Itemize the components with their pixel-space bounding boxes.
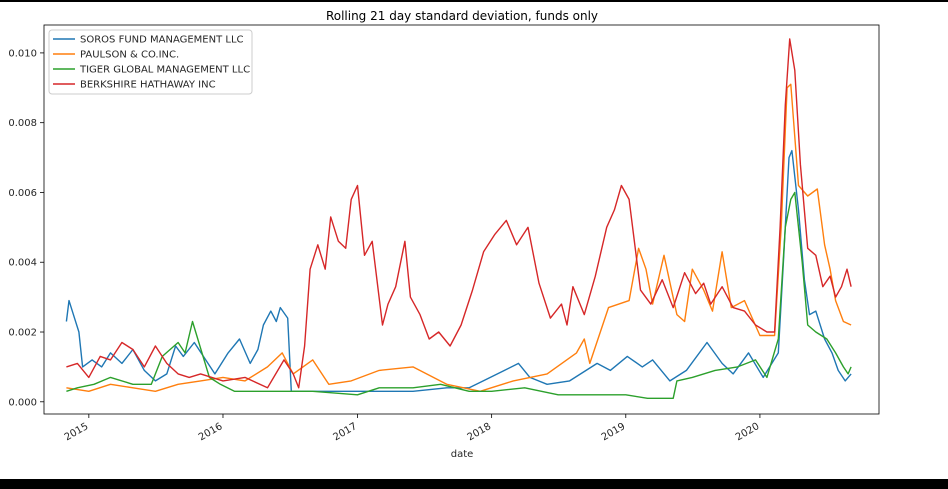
plot-frame	[43, 24, 880, 415]
x-axis-title: date	[451, 449, 474, 460]
series-line-2	[66, 83, 852, 392]
series-line-4	[66, 38, 852, 389]
chart-title: Rolling 21 day standard deviation, funds…	[326, 9, 598, 23]
top-border	[0, 0, 948, 2]
bottom-border	[0, 479, 948, 489]
legend-label: SOROS FUND MANAGEMENT LLC	[80, 35, 244, 46]
x-tick-label: 2017	[331, 421, 359, 443]
series-line-3	[66, 191, 852, 399]
y-tick-label: 0.000	[8, 397, 37, 408]
legend-label: PAULSON & CO.INC.	[80, 50, 179, 61]
y-tick-label: 0.006	[8, 188, 37, 199]
x-tick-label: 2020	[734, 421, 762, 443]
x-tick-label: 2016	[197, 421, 225, 443]
legend-label: TIGER GLOBAL MANAGEMENT LLC	[79, 65, 250, 76]
x-tick-label: 2019	[600, 421, 628, 443]
plot-area	[65, 38, 852, 399]
y-tick-label: 0.008	[8, 118, 37, 129]
legend-label: BERKSHIRE HATHAWAY INC	[80, 80, 216, 91]
legend-frame	[48, 29, 253, 95]
y-axis: 0.000 0.002 0.004 0.006 0.008 0.010	[8, 48, 44, 408]
y-tick-label: 0.004	[8, 258, 37, 269]
x-axis: 2015 2016 2017 2018 2019 2020	[63, 414, 762, 443]
x-tick-label: 2015	[63, 421, 91, 443]
series-line-1	[65, 149, 852, 392]
y-tick-label: 0.002	[8, 328, 37, 339]
y-tick-label: 0.010	[8, 48, 37, 59]
x-tick-label: 2018	[466, 421, 494, 443]
legend: SOROS FUND MANAGEMENT LLC PAULSON & CO.IN…	[48, 29, 253, 95]
